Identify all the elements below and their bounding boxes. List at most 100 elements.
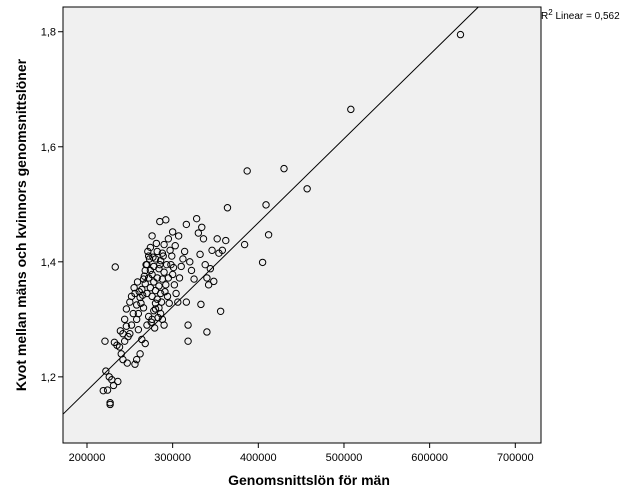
data-point: [199, 235, 208, 243]
data-point: [122, 322, 131, 330]
data-point: [106, 400, 114, 409]
data-point: [130, 283, 138, 292]
x-axis: 200000 300000 400000 500000 600000 700000: [69, 443, 534, 464]
data-point: [158, 249, 167, 257]
data-point: [223, 204, 232, 212]
data-point: [162, 260, 171, 269]
data-point: [148, 270, 156, 279]
data-point: [144, 252, 153, 260]
data-point: [111, 263, 119, 271]
data-point: [108, 376, 116, 384]
data-point: [144, 247, 152, 256]
data-point: [147, 318, 155, 326]
data-point: [143, 289, 151, 298]
data-point: [119, 330, 127, 338]
data-point: [258, 258, 267, 267]
data-point: [148, 232, 156, 240]
data-point: [155, 282, 163, 290]
data-point: [99, 386, 107, 395]
data-point: [156, 289, 165, 298]
data-point: [210, 277, 218, 286]
data-point: [139, 275, 148, 283]
r2-text: Linear = 0,562: [553, 11, 620, 22]
data-point: [160, 240, 168, 249]
data-point: [182, 298, 191, 306]
data-point: [174, 232, 183, 240]
data-point: [169, 263, 178, 272]
y-axis-title: Kvot mellan mäns och kvinnors genomsnitt…: [13, 58, 29, 391]
data-point: [192, 214, 201, 223]
data-point: [152, 239, 161, 248]
data-point: [138, 285, 146, 294]
data-point: [134, 309, 143, 318]
r2-superscript: 2: [548, 8, 553, 17]
data-point: [206, 265, 215, 273]
data-point: [177, 262, 185, 271]
data-point: [303, 185, 311, 193]
data-point: [140, 272, 149, 280]
data-point: [222, 236, 230, 245]
y-tick-label: 1,4: [41, 257, 56, 269]
data-point: [150, 324, 159, 332]
data-point: [131, 360, 139, 368]
data-point: [204, 281, 213, 289]
data-point: [129, 309, 137, 318]
data-point: [103, 386, 112, 394]
data-point: [196, 250, 204, 259]
data-point: [280, 164, 288, 173]
data-point: [166, 246, 174, 255]
data-point: [175, 274, 184, 282]
data-point: [347, 105, 355, 114]
data-point: [145, 255, 154, 263]
plot-area: [62, 6, 542, 444]
x-tick-label: 300000: [154, 452, 191, 464]
data-point: [153, 247, 161, 256]
data-point: [184, 321, 192, 329]
data-point: [101, 337, 109, 345]
data-point: [187, 266, 196, 275]
data-point: [213, 235, 221, 243]
data-point: [203, 328, 211, 336]
data-point: [264, 231, 273, 239]
data-point: [243, 167, 251, 175]
x-tick-label: 500000: [326, 452, 363, 464]
data-point: [127, 321, 136, 329]
data-point: [198, 223, 206, 232]
data-point: [136, 350, 144, 358]
data-point: [160, 321, 168, 329]
data-point: [208, 246, 216, 255]
data-point: [135, 288, 143, 296]
data-point: [159, 252, 167, 260]
data-point: [203, 274, 211, 282]
x-tick-label: 700000: [497, 452, 534, 464]
data-point: [153, 274, 161, 282]
data-point: [102, 367, 110, 375]
x-tick-label: 200000: [69, 452, 106, 464]
data-point: [122, 305, 131, 313]
data-point: [154, 313, 162, 322]
data-point: [172, 289, 180, 298]
data-point: [216, 307, 225, 315]
data-point: [180, 247, 189, 256]
x-axis-title: Genomsnittslön för män: [228, 472, 390, 488]
regression-line: [62, 6, 479, 415]
data-point: [141, 279, 149, 288]
data-point: [262, 201, 270, 209]
data-point: [120, 337, 129, 345]
data-point: [164, 274, 173, 282]
data-point: [133, 278, 142, 286]
data-point: [184, 337, 192, 345]
data-point: [146, 243, 155, 252]
data-point: [157, 298, 166, 306]
data-point: [168, 228, 177, 236]
data-point: [134, 325, 143, 334]
data-point: [137, 299, 145, 307]
data-point: [164, 235, 173, 243]
data-point: [171, 242, 179, 250]
data-point: [182, 220, 191, 229]
data-point: [120, 315, 129, 324]
data-point: [115, 343, 124, 351]
y-tick-label: 1,8: [41, 27, 56, 39]
data-point: [146, 283, 155, 292]
